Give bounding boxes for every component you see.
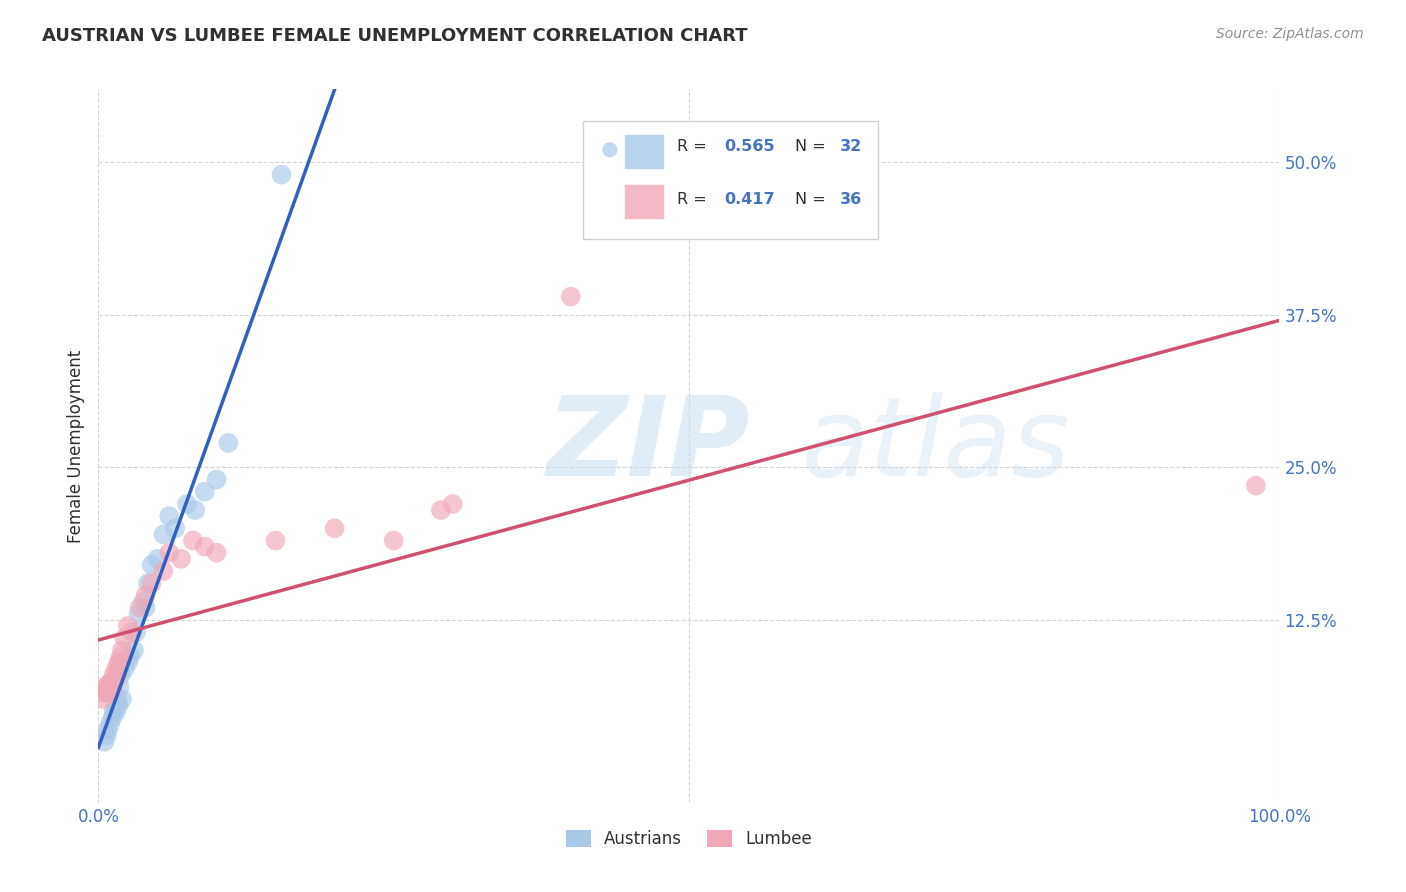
Point — [205, 473, 228, 487]
Point — [101, 682, 124, 697]
Point — [112, 631, 135, 645]
Point — [111, 692, 134, 706]
Point — [93, 735, 115, 749]
Point — [430, 503, 453, 517]
Point — [98, 686, 121, 700]
Point — [96, 729, 118, 743]
Text: Source: ZipAtlas.com: Source: ZipAtlas.com — [1216, 27, 1364, 41]
Point — [112, 662, 135, 676]
Point — [122, 643, 145, 657]
Point — [184, 503, 207, 517]
Point — [176, 497, 198, 511]
Point — [103, 667, 125, 681]
Point — [117, 656, 139, 670]
Point — [107, 656, 129, 670]
Point — [105, 692, 128, 706]
FancyBboxPatch shape — [624, 134, 664, 169]
Point — [128, 600, 150, 615]
Point — [1244, 478, 1267, 492]
Point — [135, 589, 157, 603]
Point — [108, 656, 131, 670]
Point — [323, 521, 346, 535]
Point — [110, 667, 132, 681]
Point — [93, 686, 115, 700]
Point — [96, 682, 118, 697]
Point — [141, 558, 163, 572]
Text: R =: R = — [678, 139, 711, 153]
Point — [125, 625, 148, 640]
Text: 0.417: 0.417 — [724, 193, 775, 207]
Point — [98, 716, 121, 731]
Point — [152, 527, 174, 541]
Point — [194, 484, 217, 499]
Point — [132, 594, 155, 608]
Point — [105, 667, 128, 681]
Point — [136, 576, 159, 591]
Point — [94, 680, 117, 694]
Point — [121, 625, 143, 640]
Point — [97, 723, 120, 737]
Text: N =: N = — [796, 139, 831, 153]
Point — [165, 521, 187, 535]
Point — [264, 533, 287, 548]
Point — [98, 680, 121, 694]
Point — [100, 673, 122, 688]
Point — [152, 564, 174, 578]
Point — [104, 673, 127, 688]
Text: AUSTRIAN VS LUMBEE FEMALE UNEMPLOYMENT CORRELATION CHART: AUSTRIAN VS LUMBEE FEMALE UNEMPLOYMENT C… — [42, 27, 748, 45]
Point — [117, 619, 139, 633]
Point — [441, 497, 464, 511]
Point — [135, 600, 157, 615]
Point — [194, 540, 217, 554]
Point — [103, 704, 125, 718]
Point — [205, 546, 228, 560]
Text: ZIP: ZIP — [547, 392, 751, 500]
Point — [157, 546, 180, 560]
Point — [141, 576, 163, 591]
Point — [91, 692, 114, 706]
Text: atlas: atlas — [801, 392, 1070, 500]
Point — [146, 551, 169, 566]
Point — [108, 680, 131, 694]
Text: 32: 32 — [841, 139, 862, 153]
Point — [382, 533, 405, 548]
Point — [217, 436, 239, 450]
Legend: Austrians, Lumbee: Austrians, Lumbee — [560, 823, 818, 855]
Point — [101, 710, 124, 724]
Point — [97, 677, 120, 691]
Y-axis label: Female Unemployment: Female Unemployment — [66, 350, 84, 542]
Point — [560, 289, 582, 303]
FancyBboxPatch shape — [624, 184, 664, 219]
Point — [110, 649, 132, 664]
Text: 0.565: 0.565 — [724, 139, 775, 153]
Point — [128, 607, 150, 621]
Text: 36: 36 — [841, 193, 862, 207]
Point — [120, 649, 142, 664]
Point — [170, 551, 193, 566]
FancyBboxPatch shape — [582, 121, 877, 239]
Point — [107, 698, 129, 713]
Point — [157, 509, 180, 524]
Point — [270, 168, 292, 182]
Text: N =: N = — [796, 193, 831, 207]
Point — [111, 643, 134, 657]
Text: R =: R = — [678, 193, 717, 207]
Point — [105, 662, 128, 676]
Point — [181, 533, 204, 548]
Point — [105, 704, 128, 718]
